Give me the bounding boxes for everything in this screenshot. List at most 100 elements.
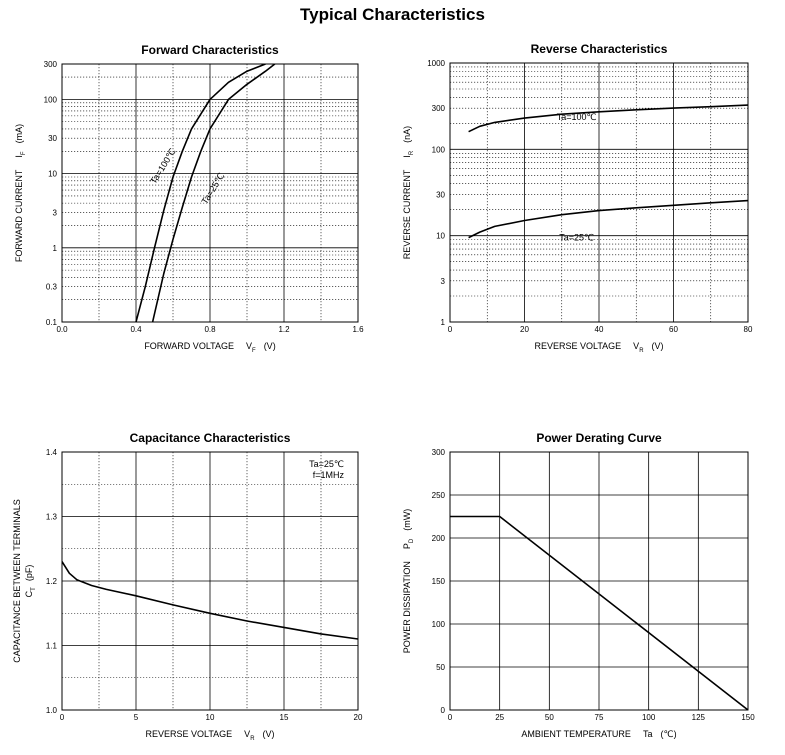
forward-y-axis-symbol: I	[14, 155, 24, 158]
capacitance-chart-title: Capacitance Characteristics	[130, 431, 291, 445]
reverse-ytick-label: 30	[436, 190, 445, 199]
power-plot-frame	[449, 451, 749, 711]
reverse-y-axis-label-text: REVERSE CURRENT	[402, 169, 412, 259]
reverse-y-axis-label: REVERSE CURRENT IR (nA)	[402, 126, 415, 259]
power-xtick-label: 125	[692, 713, 706, 722]
reverse-y-axis-subscript: R	[409, 150, 415, 155]
forward-ytick-label: 1	[53, 244, 58, 253]
capacitance-y-axis-label: CAPACITANCE BETWEEN TERMINALS	[12, 499, 22, 663]
power-xtick-label: 0	[448, 713, 453, 722]
capacitance-ytick-label: 1.0	[46, 706, 58, 715]
capacitance-chart: 0 5 10 15 20 1.0 1.1 1.2 1.3 1.4 Capacitance Chara…	[12, 431, 363, 742]
capacitance-x-axis-unit: (V)	[263, 729, 275, 739]
forward-ytick-label: 0.1	[46, 318, 58, 327]
forward-x-axis-symbol: V	[246, 341, 252, 351]
forward-ytick-label: 300	[44, 60, 58, 69]
power-xtick-label: 50	[545, 713, 554, 722]
forward-x-axis-label-text: FORWARD VOLTAGE	[144, 341, 234, 351]
capacitance-y-axis-subscript: T	[31, 587, 37, 591]
capacitance-plot-frame	[61, 451, 359, 711]
forward-x-axis-label: FORWARD VOLTAGE VF (V)	[144, 341, 275, 354]
forward-ytick-label: 100	[44, 95, 58, 104]
forward-xtick-label: 1.6	[352, 325, 364, 334]
forward-series-0-label: Ta=100℃	[148, 147, 178, 186]
reverse-ytick-label: 100	[432, 145, 446, 154]
reverse-y-axis-symbol: I	[402, 155, 412, 158]
forward-xtick-label: 0.0	[56, 325, 68, 334]
power-y-axis-subscript: D	[409, 538, 415, 543]
power-y-axis-label-text: POWER DISSIPATION	[402, 561, 412, 653]
capacitance-x-axis-label: REVERSE VOLTAGE VR (V)	[145, 729, 274, 742]
reverse-plot-frame	[449, 62, 749, 323]
capacitance-xtick-label: 20	[354, 713, 363, 722]
power-xtick-label: 25	[495, 713, 504, 722]
capacitance-annotation: Ta=25℃	[309, 459, 344, 469]
power-ytick-label: 50	[436, 663, 445, 672]
capacitance-ytick-label: 1.4	[46, 448, 58, 457]
reverse-xtick-label: 60	[669, 325, 678, 334]
reverse-series-1-line	[468, 199, 748, 239]
reverse-ytick-label: 10	[436, 232, 445, 241]
forward-xtick-label: 0.4	[130, 325, 142, 334]
reverse-x-axis-label: REVERSE VOLTAGE VR (V)	[534, 341, 663, 354]
capacitance-series-0-line	[62, 561, 358, 640]
reverse-x-axis-unit: (V)	[652, 341, 664, 351]
forward-ytick-label: 10	[48, 170, 57, 179]
power-ytick-label: 250	[432, 491, 446, 500]
forward-y-axis-label-text: FORWARD CURRENT	[14, 169, 24, 262]
reverse-chart: 0 20 40 60 80 1 3 10 30 100 300 1000 Reverse Charact…	[402, 42, 753, 354]
power-chart-title: Power Derating Curve	[536, 431, 662, 445]
reverse-ytick-label: 300	[432, 104, 446, 113]
reverse-chart-title: Reverse Characteristics	[531, 42, 668, 56]
forward-ytick-label: 3	[53, 208, 58, 217]
reverse-ytick-label: 3	[441, 277, 446, 286]
capacitance-y-axis-unit: (pF)	[24, 565, 34, 582]
reverse-series-0-label: Ta=100℃	[557, 112, 597, 122]
power-x-axis-label: AMBIENT TEMPERATURE Ta (℃)	[521, 729, 676, 739]
capacitance-y-axis-label-text: CAPACITANCE BETWEEN TERMINALS	[12, 499, 22, 663]
power-x-axis-label-text: AMBIENT TEMPERATURE	[521, 729, 631, 739]
forward-y-axis-label: FORWARD CURRENT IF (mA)	[14, 124, 27, 262]
capacitance-annotation: f=1MHz	[313, 470, 345, 480]
forward-xtick-label: 0.8	[204, 325, 216, 334]
power-x-axis-unit: (℃)	[660, 729, 676, 739]
capacitance-ytick-label: 1.2	[46, 577, 58, 586]
capacitance-y-axis-label-line2: CT (pF)	[24, 565, 37, 598]
power-ytick-label: 300	[432, 448, 446, 457]
forward-y-axis-unit: (mA)	[14, 124, 24, 144]
forward-ytick-label: 0.3	[46, 283, 58, 292]
forward-chart: 0.0 0.4 0.8 1.2 1.6 0.1 0.3 1 3 10 30 100 300 Forward…	[14, 43, 364, 354]
power-series-0-line	[450, 515, 748, 710]
capacitance-xtick-label: 10	[206, 713, 215, 722]
reverse-x-axis-label-text: REVERSE VOLTAGE	[534, 341, 621, 351]
forward-xtick-label: 1.2	[278, 325, 290, 334]
reverse-xtick-label: 20	[520, 325, 529, 334]
capacitance-xtick-label: 0	[60, 713, 65, 722]
power-xtick-label: 150	[741, 713, 755, 722]
power-ytick-label: 100	[432, 620, 446, 629]
capacitance-y-axis-symbol: C	[24, 590, 34, 597]
reverse-xtick-label: 80	[744, 325, 753, 334]
forward-x-axis-subscript: F	[252, 348, 256, 354]
forward-ytick-label: 30	[48, 134, 57, 143]
page-title: Typical Characteristics	[300, 5, 485, 24]
forward-y-axis-subscript: F	[21, 151, 27, 155]
forward-chart-title: Forward Characteristics	[141, 43, 279, 57]
reverse-xtick-label: 40	[595, 325, 604, 334]
power-xtick-label: 75	[595, 713, 604, 722]
forward-series-1-line	[151, 64, 276, 322]
reverse-x-axis-symbol: V	[633, 341, 639, 351]
capacitance-xtick-label: 5	[134, 713, 139, 722]
forward-plot-frame	[61, 63, 359, 323]
power-ytick-label: 150	[432, 577, 446, 586]
reverse-ytick-label: 1000	[427, 59, 445, 68]
reverse-y-axis-unit: (nA)	[402, 126, 412, 143]
forward-x-axis-unit: (V)	[264, 341, 276, 351]
forward-series-0-line	[135, 64, 266, 322]
power-ytick-label: 200	[432, 534, 446, 543]
reverse-ytick-label: 1	[441, 318, 446, 327]
capacitance-x-axis-label-text: REVERSE VOLTAGE	[145, 729, 232, 739]
power-ytick-label: 0	[441, 706, 446, 715]
capacitance-ytick-label: 1.3	[46, 513, 58, 522]
